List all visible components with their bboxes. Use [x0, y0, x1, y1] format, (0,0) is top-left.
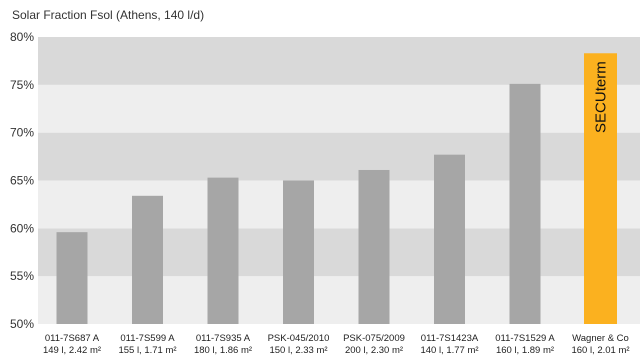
grid-band: [38, 132, 640, 181]
x-category-sublabel: 160 l, 1.89 m²: [496, 345, 554, 356]
bar: [132, 195, 163, 324]
grid-bands: [38, 37, 640, 324]
y-tick-label: 50%: [10, 317, 34, 331]
x-category-label: 011-7S599 A: [120, 333, 175, 344]
x-category-sublabel: 180 l, 1.86 m²: [194, 345, 252, 356]
y-tick-label: 80%: [10, 30, 34, 44]
bar: [56, 232, 88, 324]
grid-band: [38, 37, 640, 85]
grid-band: [38, 228, 640, 277]
x-category-label: 011-7S935 A: [196, 333, 251, 344]
x-category-sublabel: 150 l, 2.33 m²: [269, 345, 327, 356]
bars: SECUterm: [56, 53, 617, 324]
bar: [207, 177, 239, 324]
x-category-label: 011-7S1529 A: [495, 333, 555, 344]
x-category-label: PSK-045/2010: [268, 333, 330, 344]
y-tick-label: 60%: [10, 221, 34, 235]
bar: [283, 180, 314, 324]
grid-band: [38, 276, 640, 324]
x-category-label: 011-7S1423A: [421, 333, 479, 344]
y-tick-label: 70%: [10, 126, 34, 140]
x-category-sublabel: 155 l, 1.71 m²: [118, 345, 176, 356]
bar: [434, 154, 465, 324]
x-category-label: 011-7S687 A: [45, 333, 100, 344]
y-tick-label: 65%: [10, 174, 34, 188]
x-category-sublabel: 140 l, 1.77 m²: [420, 345, 478, 356]
x-category-label: Wagner & Co: [572, 333, 629, 344]
bar-highlight: [584, 53, 617, 324]
bar: [358, 169, 390, 324]
y-axis: 50% 55% 60% 65% 70% 75% 80%: [10, 30, 34, 331]
x-category-sublabel: 200 l, 2.30 m²: [345, 345, 403, 356]
x-category-sublabel: 160 l, 2.01 m²: [571, 345, 629, 356]
chart-title: Solar Fraction Fsol (Athens, 140 l/d): [12, 8, 205, 22]
x-category-sublabel: 149 l, 2.42 m²: [43, 345, 101, 356]
y-tick-label: 75%: [10, 78, 34, 92]
grid-band: [38, 180, 640, 229]
bar: [509, 83, 541, 324]
grid-band: [38, 84, 640, 133]
y-tick-label: 55%: [10, 269, 34, 283]
bar-highlight-label: SECUterm: [593, 61, 610, 133]
x-category-label: PSK-075/2009: [343, 333, 405, 344]
